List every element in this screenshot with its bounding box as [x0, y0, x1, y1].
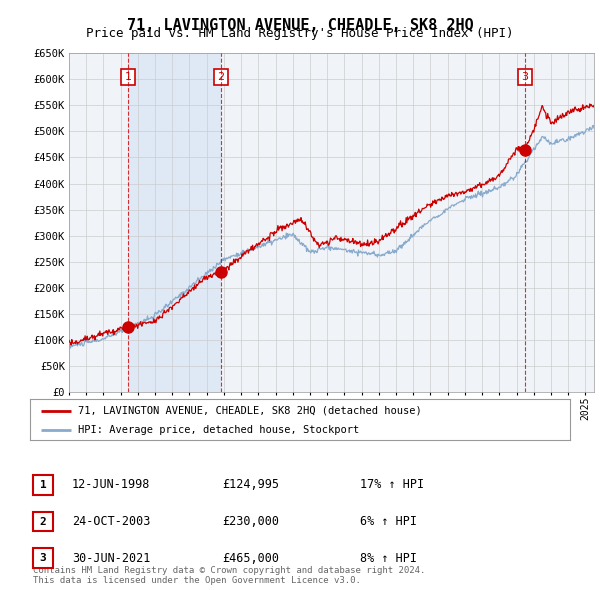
Text: 12-JUN-1998: 12-JUN-1998 [72, 478, 151, 491]
Text: 17% ↑ HPI: 17% ↑ HPI [360, 478, 424, 491]
Text: 3: 3 [521, 72, 529, 82]
Text: Contains HM Land Registry data © Crown copyright and database right 2024.
This d: Contains HM Land Registry data © Crown c… [33, 566, 425, 585]
Text: 71, LAVINGTON AVENUE, CHEADLE, SK8 2HQ (detached house): 71, LAVINGTON AVENUE, CHEADLE, SK8 2HQ (… [77, 406, 421, 416]
Text: 30-JUN-2021: 30-JUN-2021 [72, 552, 151, 565]
Text: 8% ↑ HPI: 8% ↑ HPI [360, 552, 417, 565]
Text: 71, LAVINGTON AVENUE, CHEADLE, SK8 2HQ: 71, LAVINGTON AVENUE, CHEADLE, SK8 2HQ [127, 18, 473, 32]
Bar [128, 53, 221, 392]
Text: 2: 2 [217, 72, 224, 82]
Text: 3: 3 [40, 553, 46, 563]
Text: £465,000: £465,000 [222, 552, 279, 565]
Text: 24-OCT-2003: 24-OCT-2003 [72, 515, 151, 528]
Text: HPI: Average price, detached house, Stockport: HPI: Average price, detached house, Stoc… [77, 425, 359, 434]
Text: 6% ↑ HPI: 6% ↑ HPI [360, 515, 417, 528]
Text: Price paid vs. HM Land Registry's House Price Index (HPI): Price paid vs. HM Land Registry's House … [86, 27, 514, 40]
Text: 1: 1 [40, 480, 46, 490]
Text: £230,000: £230,000 [222, 515, 279, 528]
Text: £124,995: £124,995 [222, 478, 279, 491]
Text: 2: 2 [40, 517, 46, 526]
Text: 1: 1 [125, 72, 132, 82]
